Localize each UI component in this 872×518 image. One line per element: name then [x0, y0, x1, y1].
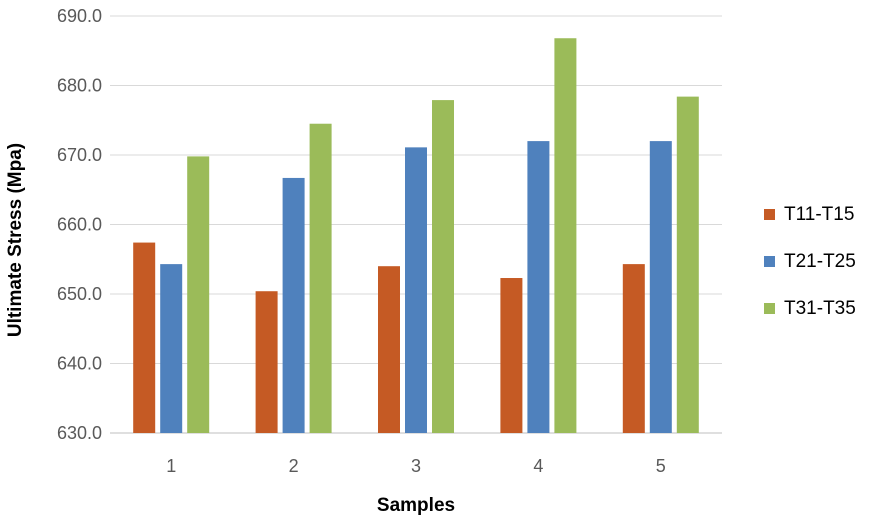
bar-t11-t15-sample-1: [133, 242, 156, 433]
bar-t31-t35-sample-4: [554, 38, 577, 434]
x-tick-label: 1: [166, 456, 176, 476]
bars: [133, 38, 699, 434]
legend: T11-T15 T21-T25 T31-T35: [764, 204, 856, 319]
bar-t11-t15-sample-3: [378, 266, 400, 433]
bar-t21-t25-sample-2: [282, 177, 305, 433]
x-axis-title: Samples: [377, 495, 455, 516]
x-axis-ticks: 1 2 3 4 5: [166, 456, 666, 476]
y-axis-title: Ultimate Stress (Mpa): [5, 143, 26, 337]
bar-t31-t35-sample-3: [432, 100, 454, 433]
legend-label: T11-T15: [784, 204, 854, 225]
y-axis-ticks: 630.0 640.0 650.0 660.0 670.0 680.0 690.0: [57, 6, 102, 443]
x-tick-label: 3: [411, 456, 421, 476]
bar-t11-t15-sample-5: [622, 264, 645, 433]
x-tick-label: 4: [533, 456, 543, 476]
legend-swatch: [764, 209, 775, 220]
bar-t11-t15-sample-2: [255, 291, 278, 433]
bar-t21-t25-sample-4: [527, 141, 550, 433]
legend-label: T21-T25: [784, 251, 856, 272]
y-tick-label: 680.0: [57, 76, 102, 96]
y-tick-label: 640.0: [57, 354, 102, 374]
y-tick-label: 670.0: [57, 145, 102, 165]
legend-label: T31-T35: [784, 298, 856, 319]
y-tick-label: 660.0: [57, 215, 102, 235]
legend-swatch: [764, 256, 775, 267]
bar-t31-t35-sample-5: [676, 96, 699, 434]
legend-swatch: [764, 303, 775, 314]
bar-t31-t35-sample-2: [309, 123, 332, 433]
x-tick-label: 5: [656, 456, 666, 476]
bar-t21-t25-sample-1: [160, 264, 183, 433]
y-tick-label: 650.0: [57, 284, 102, 304]
bar-t11-t15-sample-4: [500, 278, 523, 433]
bar-t31-t35-sample-1: [187, 156, 210, 433]
bar-t21-t25-sample-5: [649, 141, 672, 433]
x-tick-label: 2: [289, 456, 299, 476]
y-tick-label: 630.0: [57, 423, 102, 443]
bar-t21-t25-sample-3: [405, 147, 427, 434]
y-tick-label: 690.0: [57, 6, 102, 26]
